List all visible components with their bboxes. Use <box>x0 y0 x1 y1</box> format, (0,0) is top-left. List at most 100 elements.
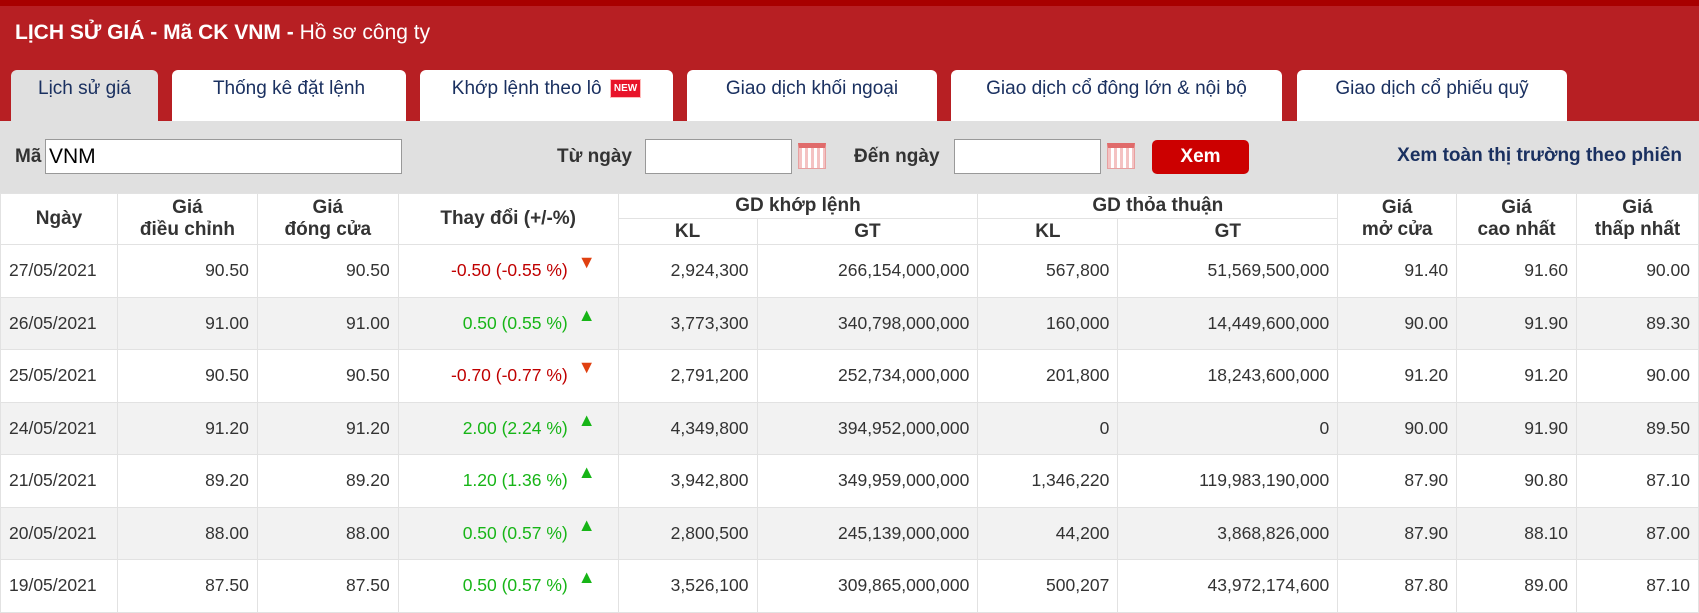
cell-m_kl: 4,349,800 <box>617 401 758 455</box>
tab-1[interactable]: Lịch sử giá <box>11 70 158 121</box>
tab-label: Giao dịch cổ phiếu quỹ <box>1335 78 1529 99</box>
filter-bar: Mã Từ ngày Đến ngày Xem Xem toàn thị trư… <box>0 121 1699 193</box>
cell-close: 87.50 <box>256 559 399 613</box>
cell-n_gt: 3,868,826,000 <box>1117 506 1339 560</box>
title-bold: LỊCH SỬ GIÁ - Mã CK VNM - <box>15 21 294 44</box>
cell-low: 90.00 <box>1576 244 1699 298</box>
cell-high: 91.60 <box>1456 244 1578 298</box>
change-value: -0.70 (-0.77 %) <box>451 365 568 386</box>
cell-open: 87.80 <box>1337 559 1458 613</box>
cell-high: 88.10 <box>1456 506 1578 560</box>
cell-date: 19/05/2021 <box>0 559 118 613</box>
tab-2[interactable]: Thống kê đặt lệnh <box>172 70 406 121</box>
cell-close: 88.00 <box>256 506 399 560</box>
cell-close: 91.20 <box>256 401 399 455</box>
tab-label: Khớp lệnh theo lô <box>451 78 602 99</box>
cell-adj: 87.50 <box>116 559 258 613</box>
cell-n_kl: 500,207 <box>977 559 1119 613</box>
cell-low: 87.10 <box>1576 559 1699 613</box>
cell-high: 90.80 <box>1456 454 1578 508</box>
col-negotiated-kl: KL <box>977 218 1119 245</box>
col-matched-kl: KL <box>617 218 758 245</box>
cell-adj: 91.20 <box>116 401 258 455</box>
cell-m_gt: 266,154,000,000 <box>756 244 979 298</box>
cell-n_kl: 1,346,220 <box>977 454 1119 508</box>
company-profile-link[interactable]: Hồ sơ công ty <box>299 21 431 44</box>
cell-high: 91.20 <box>1456 349 1578 403</box>
cell-adj: 90.50 <box>116 244 258 298</box>
cell-m_kl: 3,773,300 <box>617 296 758 350</box>
cell-n_kl: 0 <box>977 401 1119 455</box>
col-matched-gt: GT <box>756 218 979 245</box>
page-title: LỊCH SỬ GIÁ - Mã CK VNM - Hồ sơ công ty <box>15 21 430 45</box>
arrow-up-icon: ▲ <box>577 304 596 325</box>
tab-label: Giao dịch khối ngoại <box>725 78 899 99</box>
col-low: Giá thấp nhất <box>1576 193 1699 245</box>
table-row: 26/05/2021 91.00 91.00 0.50 (0.55 %) ▲ 3,773,… <box>0 296 1699 350</box>
change-value: 0.50 (0.57 %) <box>462 522 568 543</box>
cell-low: 87.00 <box>1576 506 1699 560</box>
arrow-up-icon: ▲ <box>577 567 596 588</box>
to-date-input[interactable] <box>954 139 1101 174</box>
cell-m_gt: 349,959,000,000 <box>756 454 979 508</box>
cell-m_kl: 2,924,300 <box>617 244 758 298</box>
cell-n_gt: 51,569,500,000 <box>1117 244 1339 298</box>
col-open: Giá mở cửa <box>1337 193 1458 245</box>
code-input[interactable] <box>45 139 402 174</box>
table-row: 24/05/2021 91.20 91.20 2.00 (2.24 %) ▲ 4,349,… <box>0 401 1699 455</box>
cell-n_gt: 14,449,600,000 <box>1117 296 1339 350</box>
cell-m_gt: 252,734,000,000 <box>756 349 979 403</box>
cell-n_gt: 18,243,600,000 <box>1117 349 1339 403</box>
col-negotiated-gt: GT <box>1117 218 1339 245</box>
cell-n_gt: 43,972,174,600 <box>1117 559 1339 613</box>
col-matched: GD khớp lệnh <box>617 193 979 219</box>
cell-m_kl: 2,800,500 <box>617 506 758 560</box>
col-change: Thay đổi (+/-%) <box>397 193 619 245</box>
cell-m_kl: 3,942,800 <box>617 454 758 508</box>
cell-close: 90.50 <box>256 244 399 298</box>
calendar-icon[interactable] <box>798 143 826 169</box>
cell-n_gt: 0 <box>1117 401 1339 455</box>
cell-change: 0.50 (0.57 %) ▲ <box>397 559 619 613</box>
cell-n_kl: 160,000 <box>977 296 1119 350</box>
cell-adj: 91.00 <box>116 296 258 350</box>
cell-open: 90.00 <box>1337 296 1458 350</box>
tab-label: Thống kê đặt lệnh <box>212 78 366 99</box>
cell-date: 20/05/2021 <box>0 506 118 560</box>
price-history-table: Ngày Giá điều chỉnh Giá đóng cửa Thay đổi … <box>0 193 1699 613</box>
col-negotiated: GD thỏa thuận <box>977 193 1339 219</box>
tab-4[interactable]: Giao dịch khối ngoại <box>687 70 937 121</box>
arrow-down-icon: ▼ <box>577 357 596 378</box>
arrow-up-icon: ▲ <box>577 409 596 430</box>
cell-low: 90.00 <box>1576 349 1699 403</box>
from-date-input[interactable] <box>645 139 792 174</box>
cell-close: 91.00 <box>256 296 399 350</box>
cell-m_gt: 340,798,000,000 <box>756 296 979 350</box>
market-session-link[interactable]: Xem toàn thị trường theo phiên <box>1397 145 1682 166</box>
to-date-label: Đến ngày <box>854 146 940 167</box>
cell-m_gt: 309,865,000,000 <box>756 559 979 613</box>
cell-adj: 90.50 <box>116 349 258 403</box>
cell-low: 87.10 <box>1576 454 1699 508</box>
cell-change: 2.00 (2.24 %) ▲ <box>397 401 619 455</box>
tab-3[interactable]: Khớp lệnh theo lô NEW <box>420 70 673 121</box>
tab-label: Giao dịch cổ đông lớn & nội bộ <box>986 78 1247 99</box>
arrow-up-icon: ▲ <box>577 462 596 483</box>
cell-m_kl: 3,526,100 <box>617 559 758 613</box>
col-high: Giá cao nhất <box>1456 193 1578 245</box>
tab-5[interactable]: Giao dịch cổ đông lớn & nội bộ <box>951 70 1282 121</box>
view-button[interactable]: Xem <box>1152 140 1249 174</box>
cell-n_kl: 44,200 <box>977 506 1119 560</box>
cell-low: 89.50 <box>1576 401 1699 455</box>
arrow-down-icon: ▼ <box>577 252 596 273</box>
cell-date: 21/05/2021 <box>0 454 118 508</box>
tab-6[interactable]: Giao dịch cổ phiếu quỹ <box>1297 70 1567 121</box>
calendar-icon[interactable] <box>1107 143 1135 169</box>
cell-change: 1.20 (1.36 %) ▲ <box>397 454 619 508</box>
cell-change: -0.70 (-0.77 %) ▼ <box>397 349 619 403</box>
cell-m_gt: 394,952,000,000 <box>756 401 979 455</box>
col-adjusted: Giá điều chỉnh <box>116 193 258 245</box>
cell-open: 91.20 <box>1337 349 1458 403</box>
cell-date: 25/05/2021 <box>0 349 118 403</box>
cell-low: 89.30 <box>1576 296 1699 350</box>
